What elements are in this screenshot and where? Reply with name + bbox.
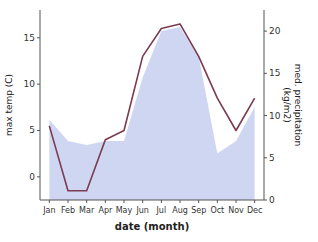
x-tick-label: May [116, 206, 133, 215]
x-tick [68, 200, 69, 203]
y-tick [37, 84, 40, 85]
y-tick-label: 0 [29, 172, 35, 182]
y2-tick-label: 15 [269, 68, 280, 78]
y2-tick [264, 157, 267, 158]
x-tick-label: Nov [228, 206, 244, 215]
y2-tick-label: 5 [269, 153, 275, 163]
x-tick [161, 200, 162, 203]
y-tick [37, 130, 40, 131]
chart: 0 5 10 15 0 5 10 15 20 Jan Feb MarAprMayJun Jul AugSe… [0, 0, 318, 242]
y2-axis-title: med. precipitation(kg/m2) [282, 64, 303, 146]
x-tick-label: Sep [191, 206, 206, 215]
x-axis-title: date (month) [115, 221, 189, 232]
temp-line [49, 24, 254, 191]
x-tick [49, 200, 50, 203]
marks [49, 24, 254, 200]
y-axis-title: max temp (C) [4, 74, 14, 136]
x-axis-line [40, 200, 264, 201]
x-tick-label: Mar [79, 206, 95, 215]
y2-tick [264, 73, 267, 74]
x-tick-label: Jan [42, 206, 55, 215]
y-tick [37, 37, 40, 38]
x-tick [142, 200, 143, 203]
y2-tick [264, 115, 267, 116]
y2-tick-label: 0 [269, 195, 275, 205]
x-tick [180, 200, 181, 203]
x-tick [198, 200, 199, 203]
y-tick-label: 15 [24, 33, 35, 43]
x-tick-label: Jul [156, 206, 167, 215]
y2-axis-title-line: med. precipitation [293, 64, 303, 146]
y2-tick [264, 200, 267, 201]
x-tick-label: Dec [247, 206, 262, 215]
y-axis-line [40, 10, 41, 200]
y-tick-label: 10 [24, 79, 36, 89]
x-tick-label: Aug [172, 206, 188, 215]
y2-tick [264, 31, 267, 32]
x-tick [124, 200, 125, 203]
x-tick [236, 200, 237, 203]
y-tick-label: 5 [29, 125, 35, 135]
y2-tick-label: 10 [269, 111, 281, 121]
x-tick-label: Feb [61, 206, 75, 215]
y-tick [37, 176, 40, 177]
y2-axis-line [264, 10, 265, 200]
x-tick [217, 200, 218, 203]
x-tick-label: Jun [135, 206, 149, 215]
y2-tick-label: 20 [269, 26, 281, 36]
x-tick [105, 200, 106, 203]
x-tick [86, 200, 87, 203]
x-tick-label: Oct [210, 206, 224, 215]
precip-area [49, 27, 254, 200]
x-tick-label: Apr [98, 206, 113, 215]
x-tick [254, 200, 255, 203]
y2-axis-title-line: (kg/m2) [282, 87, 292, 122]
